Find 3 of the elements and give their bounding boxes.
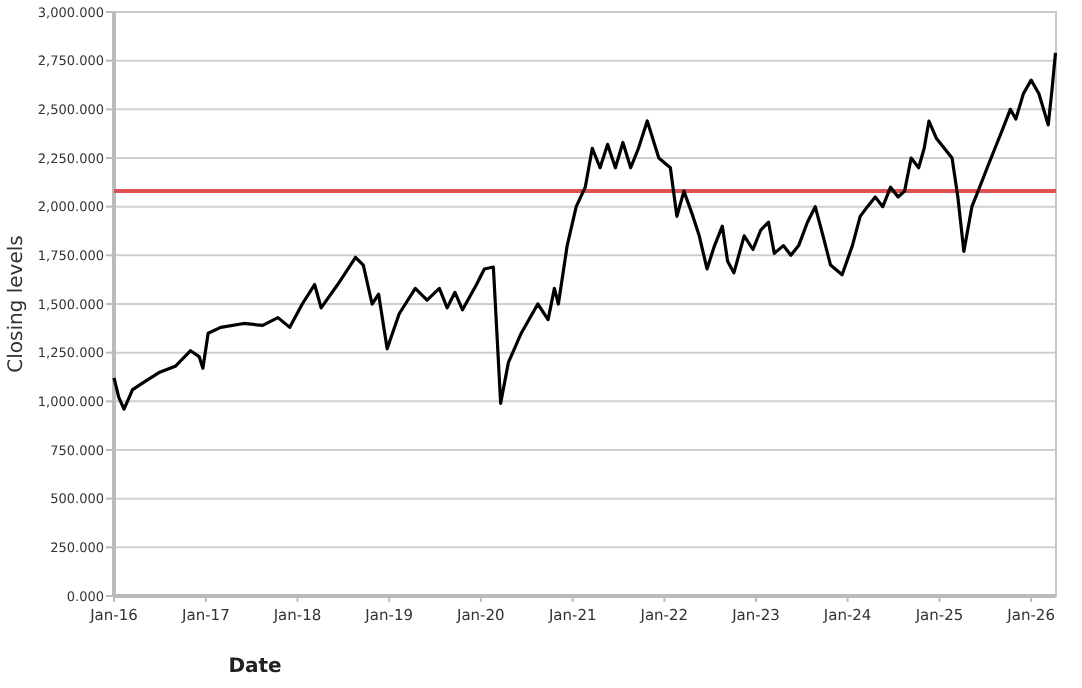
y-axis-title: Closing levels [6, 235, 28, 373]
x-axis-title: Date [228, 656, 283, 678]
line-series [112, 51, 1058, 411]
